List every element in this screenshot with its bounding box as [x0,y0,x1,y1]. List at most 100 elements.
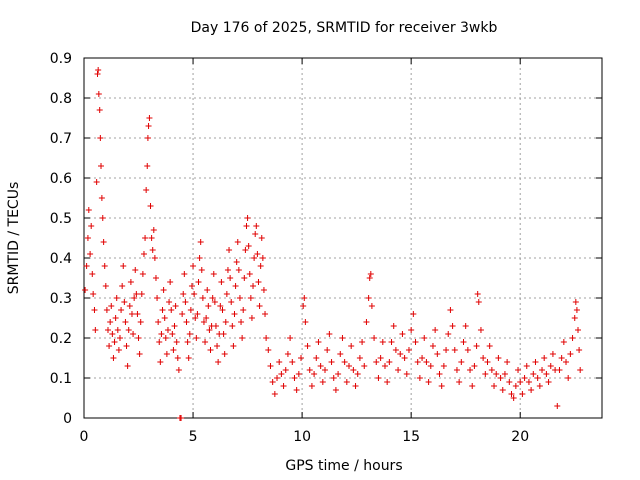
data-point [160,287,167,293]
y-tick-label: 0.3 [50,291,72,307]
data-point [572,299,579,305]
data-point [93,179,100,185]
data-point [239,335,246,341]
data-point [103,307,110,313]
data-point [227,275,234,281]
data-point [460,339,467,345]
data-point [247,295,254,301]
data-point [267,363,274,369]
y-axis-label: SRMTID / TECUs [6,182,22,295]
data-point [429,343,436,349]
data-point [133,291,140,297]
data-point [293,387,300,393]
data-point [136,351,143,357]
data-point [214,343,221,349]
data-point [480,355,487,361]
data-point [173,339,180,345]
data-point [365,295,372,301]
data-point [462,323,469,329]
data-point [488,367,495,373]
data-point [567,351,574,357]
data-point [311,371,318,377]
data-point [269,379,276,385]
data-point [196,255,203,261]
data-point [361,363,368,369]
data-point [315,339,322,345]
data-point [576,347,583,353]
data-point [335,371,342,377]
data-point [246,271,253,277]
data-point [178,415,185,421]
data-point [100,239,107,245]
data-point [89,271,96,277]
data-point [556,367,563,373]
data-point [101,263,108,269]
data-point [179,311,186,317]
data-point [132,267,139,273]
data-point [148,235,155,241]
data-point [220,331,227,337]
data-point [563,359,570,365]
x-tick-label: 20 [511,429,529,445]
data-point [377,355,384,361]
data-point [230,343,237,349]
data-point [473,343,480,349]
data-point [202,339,209,345]
data-points [82,67,584,421]
data-point [124,363,131,369]
data-point [145,123,152,129]
data-point [209,295,216,301]
data-point [187,307,194,313]
data-point [198,267,205,273]
data-point [232,283,239,289]
data-point [188,283,195,289]
data-point [499,387,506,393]
data-point [221,351,228,357]
data-point [447,307,454,313]
data-point [194,311,201,317]
plot-frame [83,57,603,419]
data-point [122,319,129,325]
data-point [534,375,541,381]
data-point [260,287,267,293]
data-point [291,375,298,381]
data-point [545,379,552,385]
data-point [222,319,229,325]
y-tick-label: 0.5 [50,211,72,227]
data-point [184,339,191,345]
data-point [170,347,177,353]
data-point [289,359,296,365]
data-point [474,291,481,297]
data-point [363,319,370,325]
y-tick-label: 0.2 [50,331,72,347]
data-point [175,367,182,373]
data-point [412,339,419,345]
data-point [521,375,528,381]
data-point [164,327,171,333]
data-point [104,327,111,333]
data-point [416,375,423,381]
data-point [258,235,265,241]
data-point [180,291,187,297]
data-point [84,235,91,241]
y-tick-label: 0.7 [50,131,72,147]
y-tick-label: 0.4 [50,251,72,267]
data-point [427,363,434,369]
x-tick-label: 10 [293,429,311,445]
data-point [575,327,582,333]
data-point [137,319,144,325]
data-point [243,223,250,229]
data-point [554,403,561,409]
data-point [274,375,281,381]
y-tick-label: 0.8 [50,91,72,107]
data-point [423,359,430,365]
data-point [159,307,166,313]
data-point [244,215,251,221]
data-point [203,315,210,321]
y-tick-label: 0.1 [50,371,72,387]
x-axis-label: GPS time / hours [285,458,402,474]
data-point [339,335,346,341]
data-point [565,375,572,381]
data-point [97,135,104,141]
